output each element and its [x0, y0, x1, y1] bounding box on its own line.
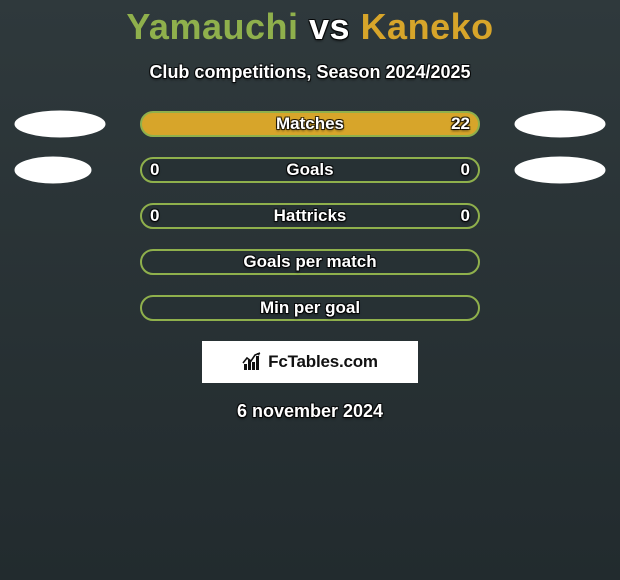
stat-label: Goals: [286, 160, 333, 180]
stat-bar: Hattricks: [140, 203, 480, 229]
title-player-left: Yamauchi: [126, 6, 298, 47]
stat-label: Min per goal: [260, 298, 360, 318]
stat-value-right: 0: [461, 203, 470, 229]
stat-row-hattricks: Hattricks 0 0: [0, 203, 620, 229]
stat-rows: Matches 22 Goals 0 0 Hattricks 0 0 Goals per ma…: [0, 111, 620, 321]
stat-bar: Goals: [140, 157, 480, 183]
stat-row-gpm: Goals per match: [0, 249, 620, 275]
brand-text: FcTables.com: [268, 352, 378, 372]
stat-row-matches: Matches 22: [0, 111, 620, 137]
stat-label: Goals per match: [243, 252, 376, 272]
stat-value-left: 0: [150, 157, 159, 183]
decor-ellipse-right: [514, 156, 606, 184]
decor-ellipse-right: [514, 110, 606, 138]
stat-label: Hattricks: [274, 206, 347, 226]
subtitle: Club competitions, Season 2024/2025: [0, 62, 620, 83]
stat-value-right: 22: [451, 111, 470, 137]
page-title: Yamauchi vs Kaneko: [0, 6, 620, 48]
stat-value-right: 0: [461, 157, 470, 183]
title-player-right: Kaneko: [361, 6, 494, 47]
decor-ellipse-left: [14, 156, 92, 184]
stat-value-left: 0: [150, 203, 159, 229]
stat-bar: Goals per match: [140, 249, 480, 275]
brand-box[interactable]: FcTables.com: [202, 341, 418, 383]
stat-bar: Matches: [140, 111, 480, 137]
footer-date: 6 november 2024: [0, 401, 620, 422]
stat-bar: Min per goal: [140, 295, 480, 321]
comparison-card: Yamauchi vs Kaneko Club competitions, Se…: [0, 0, 620, 422]
stat-label: Matches: [276, 114, 344, 134]
decor-ellipse-left: [14, 110, 106, 138]
stat-row-mpg: Min per goal: [0, 295, 620, 321]
stat-row-goals: Goals 0 0: [0, 157, 620, 183]
title-vs: vs: [309, 6, 350, 47]
brand-chart-icon: [242, 352, 264, 372]
